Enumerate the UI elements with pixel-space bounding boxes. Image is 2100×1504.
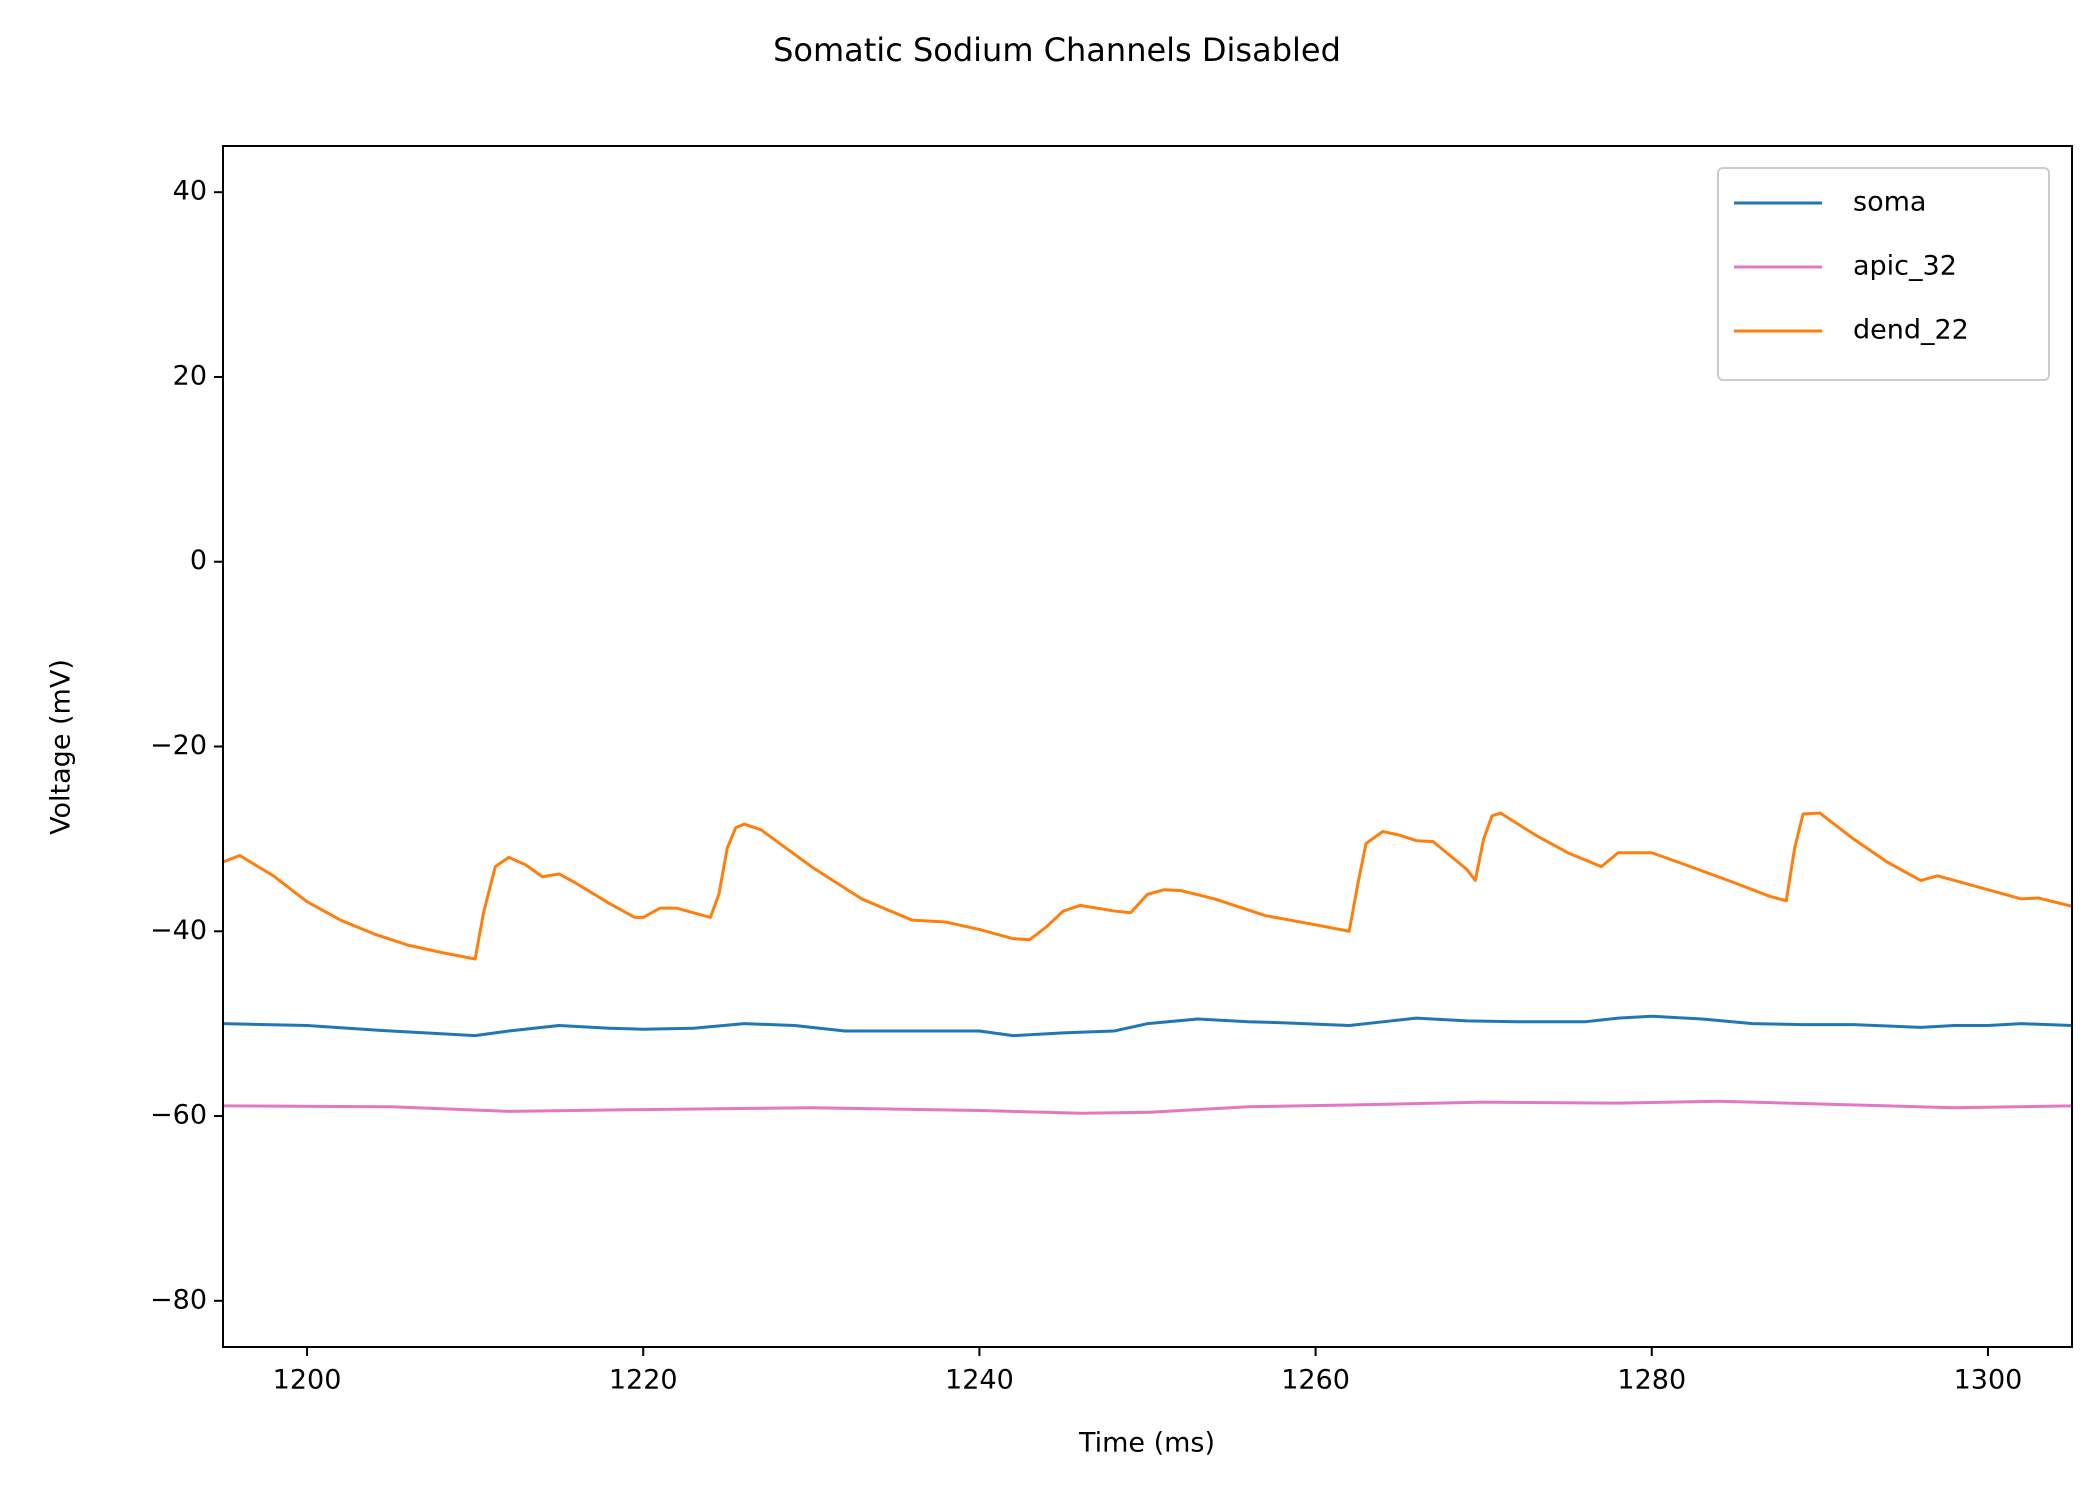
- y-tick-label: −60: [150, 1100, 207, 1131]
- series-line: [223, 1014, 2072, 1038]
- chart-title: Somatic Sodium Channels Disabled: [773, 31, 1341, 69]
- series-line: [223, 1099, 2072, 1115]
- x-tick-label: 1200: [273, 1365, 342, 1396]
- plot-area: [223, 811, 2072, 1115]
- x-tick-label: 1300: [1954, 1365, 2023, 1396]
- legend-label: apic_32: [1853, 251, 1957, 282]
- y-axis-label: Voltage (mV): [46, 659, 77, 835]
- x-tick-label: 1260: [1281, 1365, 1350, 1396]
- x-axis-label: Time (ms): [1078, 1428, 1215, 1459]
- y-tick-label: 0: [190, 545, 207, 576]
- y-tick-label: −20: [150, 730, 207, 761]
- legend-label: dend_22: [1853, 315, 1969, 346]
- y-tick-label: 40: [173, 176, 207, 207]
- x-tick-label: 1280: [1617, 1365, 1686, 1396]
- y-tick-label: −40: [150, 915, 207, 946]
- x-tick-label: 1240: [945, 1365, 1014, 1396]
- y-tick-label: −80: [150, 1284, 207, 1315]
- legend-label: soma: [1853, 187, 1926, 218]
- x-tick-label: 1220: [609, 1365, 678, 1396]
- legend-box: [1717, 167, 2050, 381]
- series-line: [223, 811, 2072, 961]
- y-tick-label: 20: [173, 360, 207, 391]
